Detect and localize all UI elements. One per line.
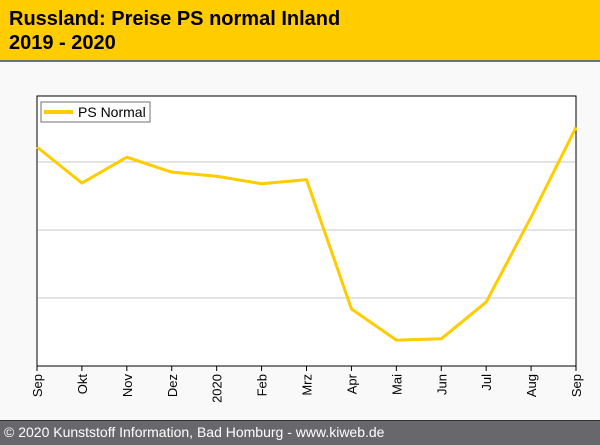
- line-chart: Sep Okt Nov Dez 2020 Feb Mrz Apr Mai Jun Jul Aug Sep…: [30, 95, 584, 403]
- x-tick-label: Mrz: [300, 374, 315, 396]
- page-title: Russland: Preise PS normal Inland 2019 -…: [9, 7, 340, 55]
- header: Russland: Preise PS normal Inland 2019 -…: [0, 0, 600, 62]
- legend-box: [40, 101, 151, 123]
- x-tick-label: Apr: [344, 373, 359, 394]
- x-tick-label: Jun: [434, 374, 449, 395]
- x-tick-label: Mai: [389, 374, 404, 395]
- legend: PS Normal: [40, 101, 151, 123]
- plot-area: [36, 95, 577, 367]
- footer: © 2020 Kunststoff Information, Bad Hombu…: [0, 420, 600, 445]
- copyright-text: © 2020 Kunststoff Information, Bad Hombu…: [4, 424, 385, 440]
- x-tick-label: Nov: [120, 374, 135, 398]
- x-tick-label: Sep: [30, 374, 45, 397]
- title-line-1: Russland: Preise PS normal Inland: [9, 8, 341, 30]
- x-tick-label: Jul: [479, 374, 494, 391]
- x-tick-label: Okt: [75, 374, 90, 395]
- x-tick-label: 2020: [210, 374, 225, 403]
- title-line-2: 2019 - 2020: [9, 32, 116, 54]
- x-tick-label: Sep: [569, 374, 584, 397]
- x-tick-label: Aug: [524, 374, 539, 397]
- legend-label: PS Normal: [78, 104, 146, 120]
- x-tick-label: Feb: [255, 374, 270, 396]
- x-tick-label: Dez: [165, 374, 180, 397]
- series-line-ps-normal: [36, 126, 578, 342]
